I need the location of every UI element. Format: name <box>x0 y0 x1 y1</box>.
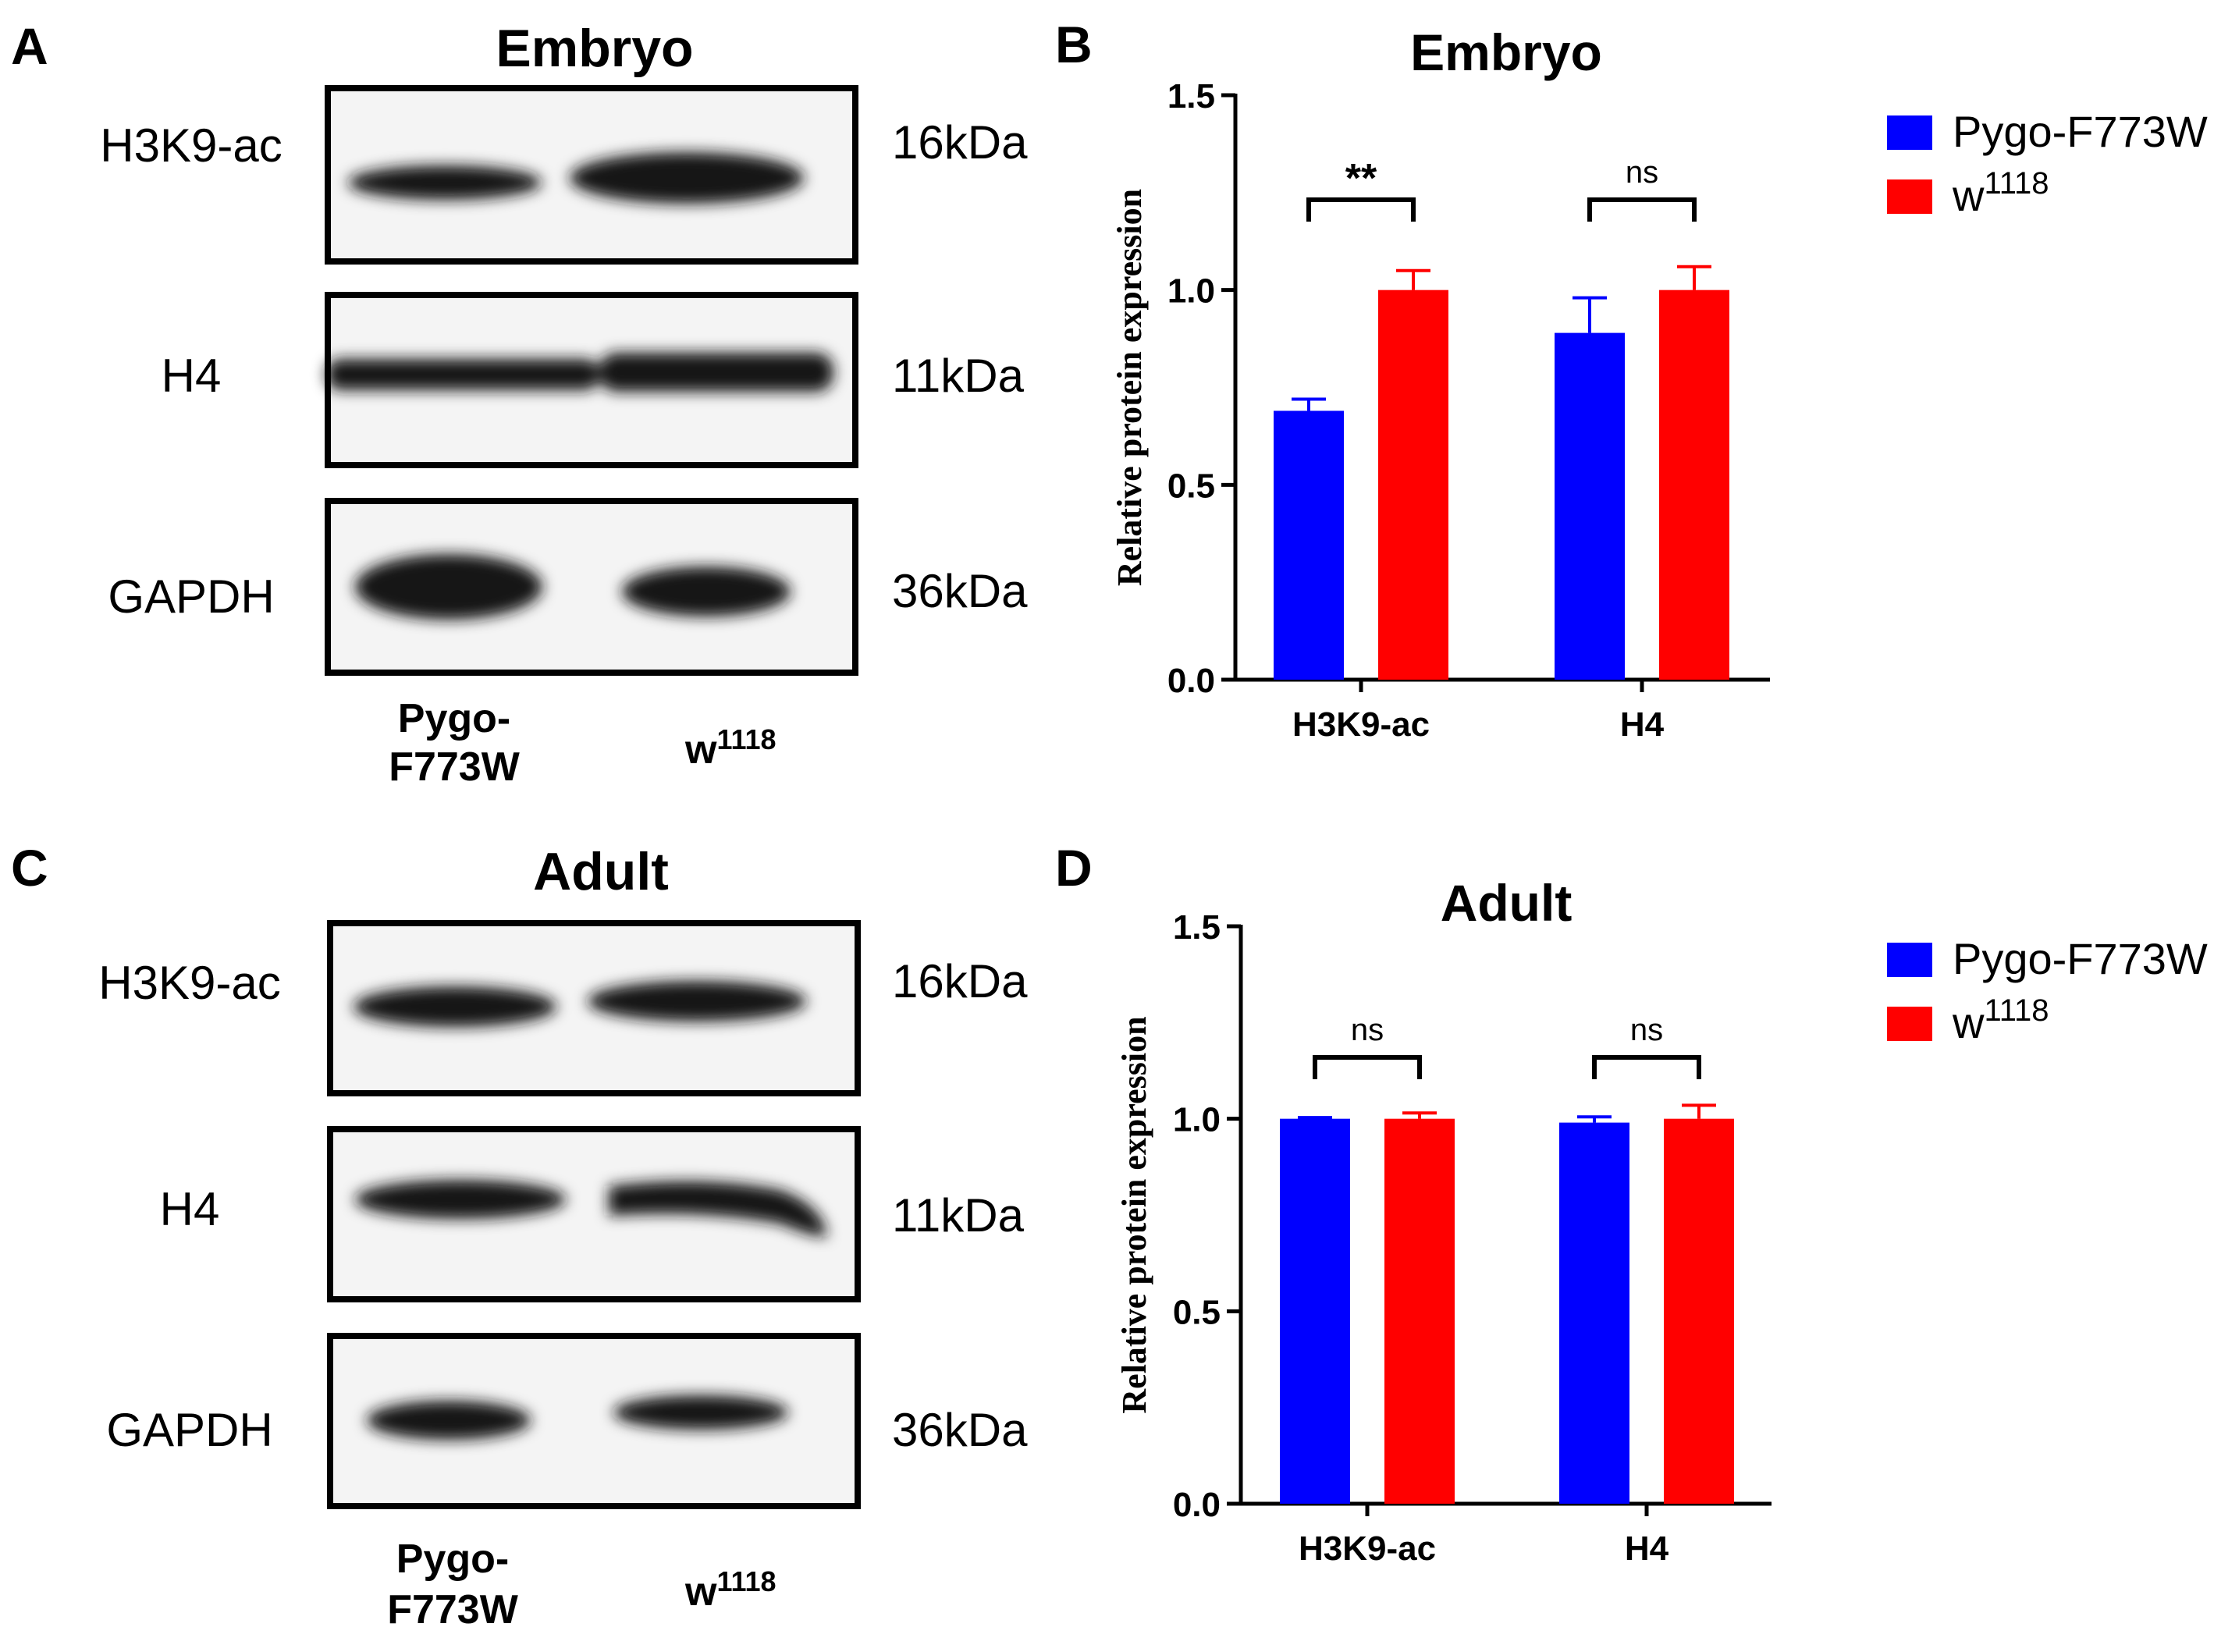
significance-bracket <box>1592 1055 1701 1079</box>
x-tick-label: H4 <box>1620 705 1665 744</box>
band-gapdh-w1118 <box>622 567 791 616</box>
band-h3k9ac-pygo <box>348 165 542 200</box>
legend-swatch-w1118 <box>1887 179 1932 214</box>
bar-pygo-h4 <box>1559 1122 1629 1504</box>
lane-label-w1118: w1118 <box>684 723 776 773</box>
row-label-gapdh: GAPDH <box>108 570 274 623</box>
panel-letter-b: B <box>1055 16 1093 73</box>
legend-label-pygo: Pygo-F773W <box>1953 107 2208 156</box>
chart-title: Adult <box>1441 874 1573 932</box>
x-tick-label: H4 <box>1625 1529 1669 1568</box>
row-label-gapdh: GAPDH <box>106 1404 272 1456</box>
legend-label-pygo: Pygo-F773W <box>1953 934 2208 983</box>
y-tick-label: 1.5 <box>1167 77 1215 115</box>
y-axis-label: Relative protein expression <box>1115 1016 1153 1413</box>
significance-label: ns <box>1351 1013 1384 1047</box>
lane-label-pygo-line1: Pygo- <box>396 1537 509 1582</box>
band-h4-pygo <box>326 359 599 390</box>
row-label-h4: H4 <box>162 350 222 402</box>
band-gapdh-w1118 <box>613 1395 788 1430</box>
kda-label-11: 11kDa <box>892 1189 1025 1242</box>
bar-pygo-h4 <box>1555 332 1625 680</box>
x-tick-label: H3K9-ac <box>1292 705 1430 744</box>
bar-w1118-h4 <box>1659 290 1729 680</box>
bar-w1118-h4 <box>1664 1118 1734 1504</box>
panel-letter-a: A <box>11 17 48 75</box>
bar-pygo-h3k9-ac <box>1274 410 1344 680</box>
y-axis-label: Relative protein expression <box>1111 189 1149 586</box>
bar-w1118-h3k9-ac <box>1384 1118 1455 1504</box>
kda-label-16: 16kDa <box>892 116 1028 169</box>
panel-c: C Adult H3K9-ac 16kDa H4 11kDa GAPDH 36k… <box>11 839 1028 1632</box>
legend-swatch-w1118 <box>1887 1007 1932 1041</box>
lane-label-pygo-line2: F773W <box>389 744 521 790</box>
lane-label-pygo-line2: F773W <box>387 1587 519 1632</box>
legend-swatch-pygo <box>1887 115 1932 150</box>
row-label-h4: H4 <box>160 1183 220 1235</box>
panel-letter-d: D <box>1055 839 1093 897</box>
chart-d: Adult Relative protein expression 0.0 0.5 1.… <box>1115 874 2208 1568</box>
significance-label: ns <box>1630 1013 1663 1047</box>
panel-a: A Embryo H3K9-ac 16kDa H4 11kDa GAPDH 36… <box>11 17 1028 790</box>
y-tick-label: 0.0 <box>1167 662 1215 700</box>
y-tick-label: 0.5 <box>1173 1293 1221 1331</box>
band-h4-w1118 <box>599 353 833 392</box>
band-h3k9ac-pygo <box>354 986 556 1027</box>
y-tick-label: 1.5 <box>1173 908 1221 947</box>
band-h3k9ac-w1118 <box>570 152 804 204</box>
chart-title: Embryo <box>1410 23 1602 81</box>
x-tick-label: H3K9-ac <box>1299 1529 1436 1568</box>
significance-label: ** <box>1345 156 1377 201</box>
legend-swatch-pygo <box>1887 943 1932 977</box>
significance-bracket <box>1587 197 1697 222</box>
significance-bracket <box>1306 197 1416 222</box>
kda-label-11: 11kDa <box>892 350 1025 402</box>
band-gapdh-pygo <box>355 554 542 620</box>
significance-label: ns <box>1626 155 1658 190</box>
kda-label-16: 16kDa <box>892 955 1028 1007</box>
kda-label-36: 36kDa <box>892 1404 1028 1456</box>
row-label-h3k9ac: H3K9-ac <box>98 957 280 1009</box>
significance-bracket <box>1313 1055 1422 1079</box>
legend-label-w1118: w1118 <box>1952 166 2049 220</box>
blot-title-adult: Adult <box>533 842 669 901</box>
panel-letter-c: C <box>11 839 48 897</box>
chart-b: Embryo Relative protein expression 0.0 0.5 1… <box>1111 23 2208 744</box>
row-label-h3k9ac: H3K9-ac <box>100 119 282 172</box>
band-h4-w1118 <box>609 1181 827 1237</box>
blot-title-embryo: Embryo <box>496 19 693 78</box>
legend-label-w1118: w1118 <box>1952 993 2049 1047</box>
bar-pygo-h3k9-ac <box>1280 1118 1350 1504</box>
kda-label-36: 36kDa <box>892 565 1028 617</box>
band-gapdh-pygo <box>367 1401 531 1440</box>
band-h4-pygo <box>355 1180 566 1219</box>
lane-label-pygo-line1: Pygo- <box>398 696 510 741</box>
lane-label-w1118: w1118 <box>684 1565 776 1615</box>
band-h3k9ac-w1118 <box>588 981 806 1021</box>
y-tick-label: 0.5 <box>1167 467 1215 505</box>
y-tick-label: 1.0 <box>1173 1101 1221 1139</box>
bar-w1118-h3k9-ac <box>1378 290 1448 680</box>
y-tick-label: 1.0 <box>1167 272 1215 311</box>
y-tick-label: 0.0 <box>1173 1486 1221 1524</box>
